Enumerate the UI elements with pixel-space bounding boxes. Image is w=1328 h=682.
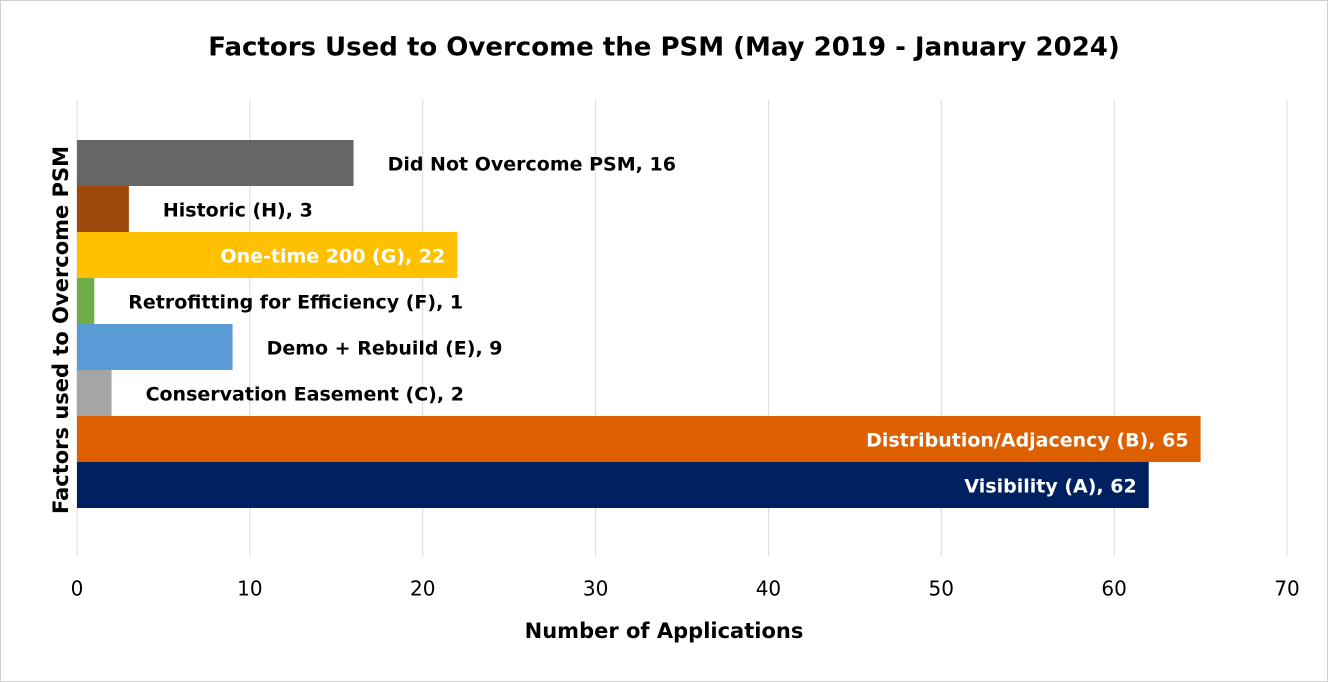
- data-label: Distribution/Adjacency (B), 65: [866, 430, 1189, 452]
- chart-title: Factors Used to Overcome the PSM (May 20…: [208, 33, 1120, 63]
- y-axis-label: Factors used to Overcome PSM: [49, 146, 73, 514]
- data-label: Historic (H), 3: [163, 200, 313, 222]
- bar: [77, 324, 233, 370]
- data-label: Visibility (A), 62: [964, 476, 1136, 498]
- data-label: Demo + Rebuild (E), 9: [267, 338, 503, 360]
- data-label: Retrofitting for Efficiency (F), 1: [128, 292, 463, 314]
- data-label: One-time 200 (G), 22: [220, 246, 445, 268]
- bar: [77, 186, 129, 232]
- bar: [77, 140, 354, 186]
- x-tick-label: 0: [71, 577, 84, 601]
- data-label: Conservation Easement (C), 2: [146, 384, 464, 406]
- x-tick-label: 40: [756, 577, 781, 601]
- bar: [77, 232, 458, 278]
- x-tick-label: 50: [929, 577, 954, 601]
- x-tick-label: 60: [1101, 577, 1126, 601]
- bar: [77, 370, 112, 416]
- x-tick-label: 70: [1274, 577, 1299, 601]
- x-tick-label: 20: [410, 577, 435, 601]
- bar: [77, 462, 1149, 508]
- x-axis-label: Number of Applications: [525, 619, 804, 643]
- x-tick-label: 10: [237, 577, 262, 601]
- data-label: Did Not Overcome PSM, 16: [388, 154, 676, 176]
- bar: [77, 278, 95, 324]
- bar: [77, 416, 1201, 462]
- x-tick-label: 30: [583, 577, 608, 601]
